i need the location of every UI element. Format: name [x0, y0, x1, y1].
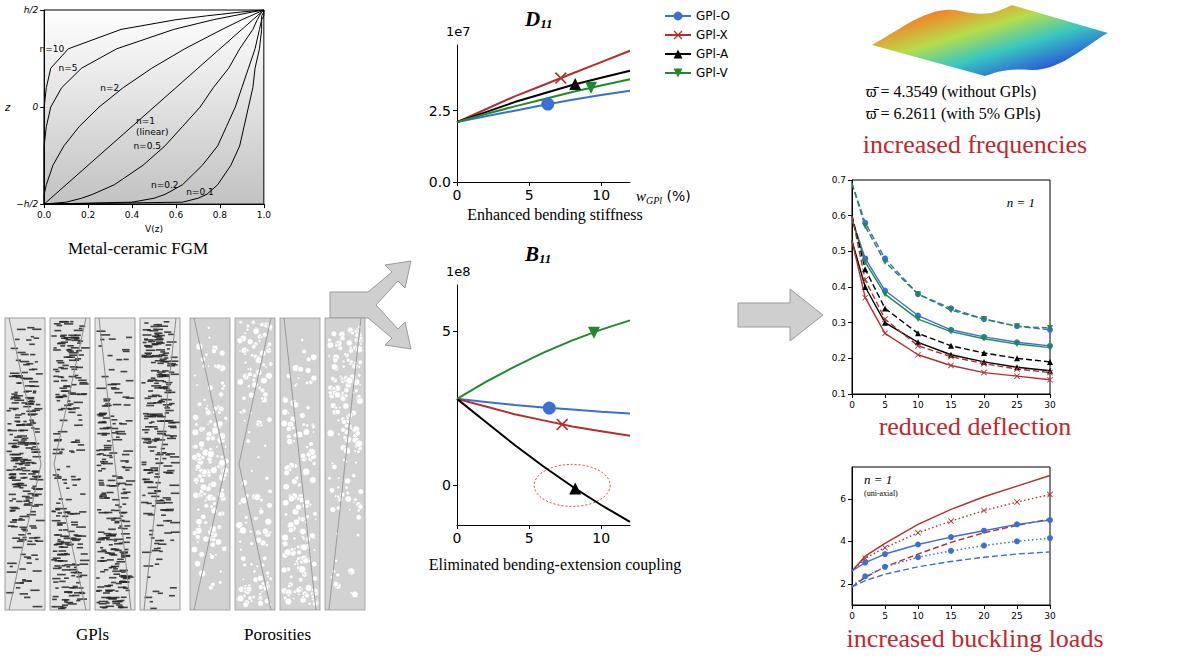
- html-text:Enhanced bending stiffness: Enhanced bending stiffness: [467, 206, 643, 223]
- svg-text:25: 25: [1011, 611, 1022, 621]
- svg-text:n = 1: n = 1: [864, 472, 892, 487]
- html-text:Metal-ceramic FGM: Metal-ceramic FGM: [67, 239, 209, 258]
- svg-text:−h/2: −h/2: [16, 199, 38, 209]
- svg-text:GPl: GPl: [646, 195, 662, 206]
- html-text:increased frequencies: increased frequencies: [862, 130, 1088, 159]
- svg-text:11: 11: [539, 251, 551, 266]
- svg-text:0: 0: [453, 530, 462, 546]
- svg-text:z: z: [4, 102, 11, 113]
- svg-text:10: 10: [912, 611, 924, 621]
- svg-text:30: 30: [1044, 611, 1056, 621]
- svg-text:n=5: n=5: [59, 63, 78, 73]
- svg-text:5: 5: [882, 400, 888, 410]
- svg-text:0.4: 0.4: [125, 210, 140, 220]
- svg-text:6: 6: [840, 494, 846, 504]
- svg-text:15: 15: [945, 400, 956, 410]
- svg-text:0: 0: [849, 400, 855, 410]
- svg-text:0: 0: [849, 611, 855, 621]
- html-text:ϖ̄ = 6.2611 (with 5% GPls): ϖ̄ = 6.2611 (with 5% GPls): [866, 105, 1041, 122]
- svg-text:n=10: n=10: [40, 44, 65, 54]
- html-text:GPls: GPls: [76, 625, 109, 644]
- svg-text:GPl-V: GPl-V: [696, 66, 728, 80]
- svg-text:2: 2: [840, 579, 846, 589]
- svg-text:n=0.1: n=0.1: [186, 187, 214, 197]
- svg-text:0: 0: [32, 102, 38, 112]
- svg-text:0.5: 0.5: [832, 246, 846, 256]
- svg-text:n=2: n=2: [100, 83, 119, 93]
- svg-text:0.0: 0.0: [429, 174, 451, 190]
- svg-text:0.8: 0.8: [213, 210, 228, 220]
- svg-text:V(z): V(z): [145, 224, 163, 234]
- html-text:ϖ̄ = 4.3549 (without GPls): ϖ̄ = 4.3549 (without GPls): [866, 83, 1037, 100]
- svg-text:GPl-X: GPl-X: [696, 28, 728, 42]
- svg-text:5: 5: [525, 187, 534, 203]
- svg-text:0.2: 0.2: [832, 353, 846, 363]
- svg-text:B: B: [524, 242, 539, 266]
- svg-text:0.0: 0.0: [37, 210, 52, 220]
- svg-text:10: 10: [592, 187, 610, 203]
- svg-text:4: 4: [840, 536, 846, 546]
- svg-text:25: 25: [1011, 400, 1022, 410]
- html-text:Eliminated bending-extension c: Eliminated bending-extension coupling: [428, 556, 682, 573]
- svg-text:5: 5: [525, 530, 534, 546]
- svg-text:h/2: h/2: [24, 5, 39, 15]
- svg-text:0.2: 0.2: [81, 210, 95, 220]
- svg-text:n=1: n=1: [136, 116, 155, 126]
- svg-text:2.5: 2.5: [429, 103, 451, 119]
- svg-text:15: 15: [945, 611, 956, 621]
- svg-text:0.4: 0.4: [832, 282, 847, 292]
- svg-text:0.1: 0.1: [832, 389, 846, 399]
- svg-text:1e7: 1e7: [446, 24, 471, 39]
- svg-text:(%): (%): [662, 188, 691, 204]
- svg-text:n = 1: n = 1: [1007, 195, 1035, 210]
- svg-text:5: 5: [442, 323, 451, 339]
- html-text:increased buckling loads: increased buckling loads: [846, 624, 1104, 653]
- svg-text:1e8: 1e8: [446, 264, 471, 279]
- svg-text:w: w: [636, 188, 646, 204]
- svg-text:11: 11: [540, 16, 552, 31]
- svg-text:20: 20: [978, 611, 990, 621]
- svg-text:GPl-A: GPl-A: [696, 47, 729, 61]
- svg-text:10: 10: [592, 530, 610, 546]
- svg-text:1.0: 1.0: [257, 210, 272, 220]
- svg-text:0.7: 0.7: [832, 175, 846, 185]
- svg-text:10: 10: [912, 400, 924, 410]
- svg-text:0.6: 0.6: [832, 211, 847, 221]
- svg-text:GPl-O: GPl-O: [696, 9, 730, 23]
- svg-text:0: 0: [442, 477, 451, 493]
- svg-text:n=0.5: n=0.5: [133, 141, 161, 151]
- svg-text:n=0.2: n=0.2: [151, 180, 179, 190]
- svg-text:(uni-axial): (uni-axial): [864, 489, 898, 498]
- svg-text:0.6: 0.6: [169, 210, 184, 220]
- svg-text:D: D: [524, 7, 540, 31]
- svg-text:0: 0: [453, 187, 462, 203]
- html-text:reduced deflection: reduced deflection: [878, 412, 1072, 441]
- html-text:Porosities: Porosities: [244, 625, 311, 644]
- svg-text:30: 30: [1044, 400, 1056, 410]
- svg-text:20: 20: [978, 400, 990, 410]
- svg-text:0.3: 0.3: [832, 318, 846, 328]
- svg-text:5: 5: [882, 611, 888, 621]
- svg-text:(linear): (linear): [136, 127, 168, 137]
